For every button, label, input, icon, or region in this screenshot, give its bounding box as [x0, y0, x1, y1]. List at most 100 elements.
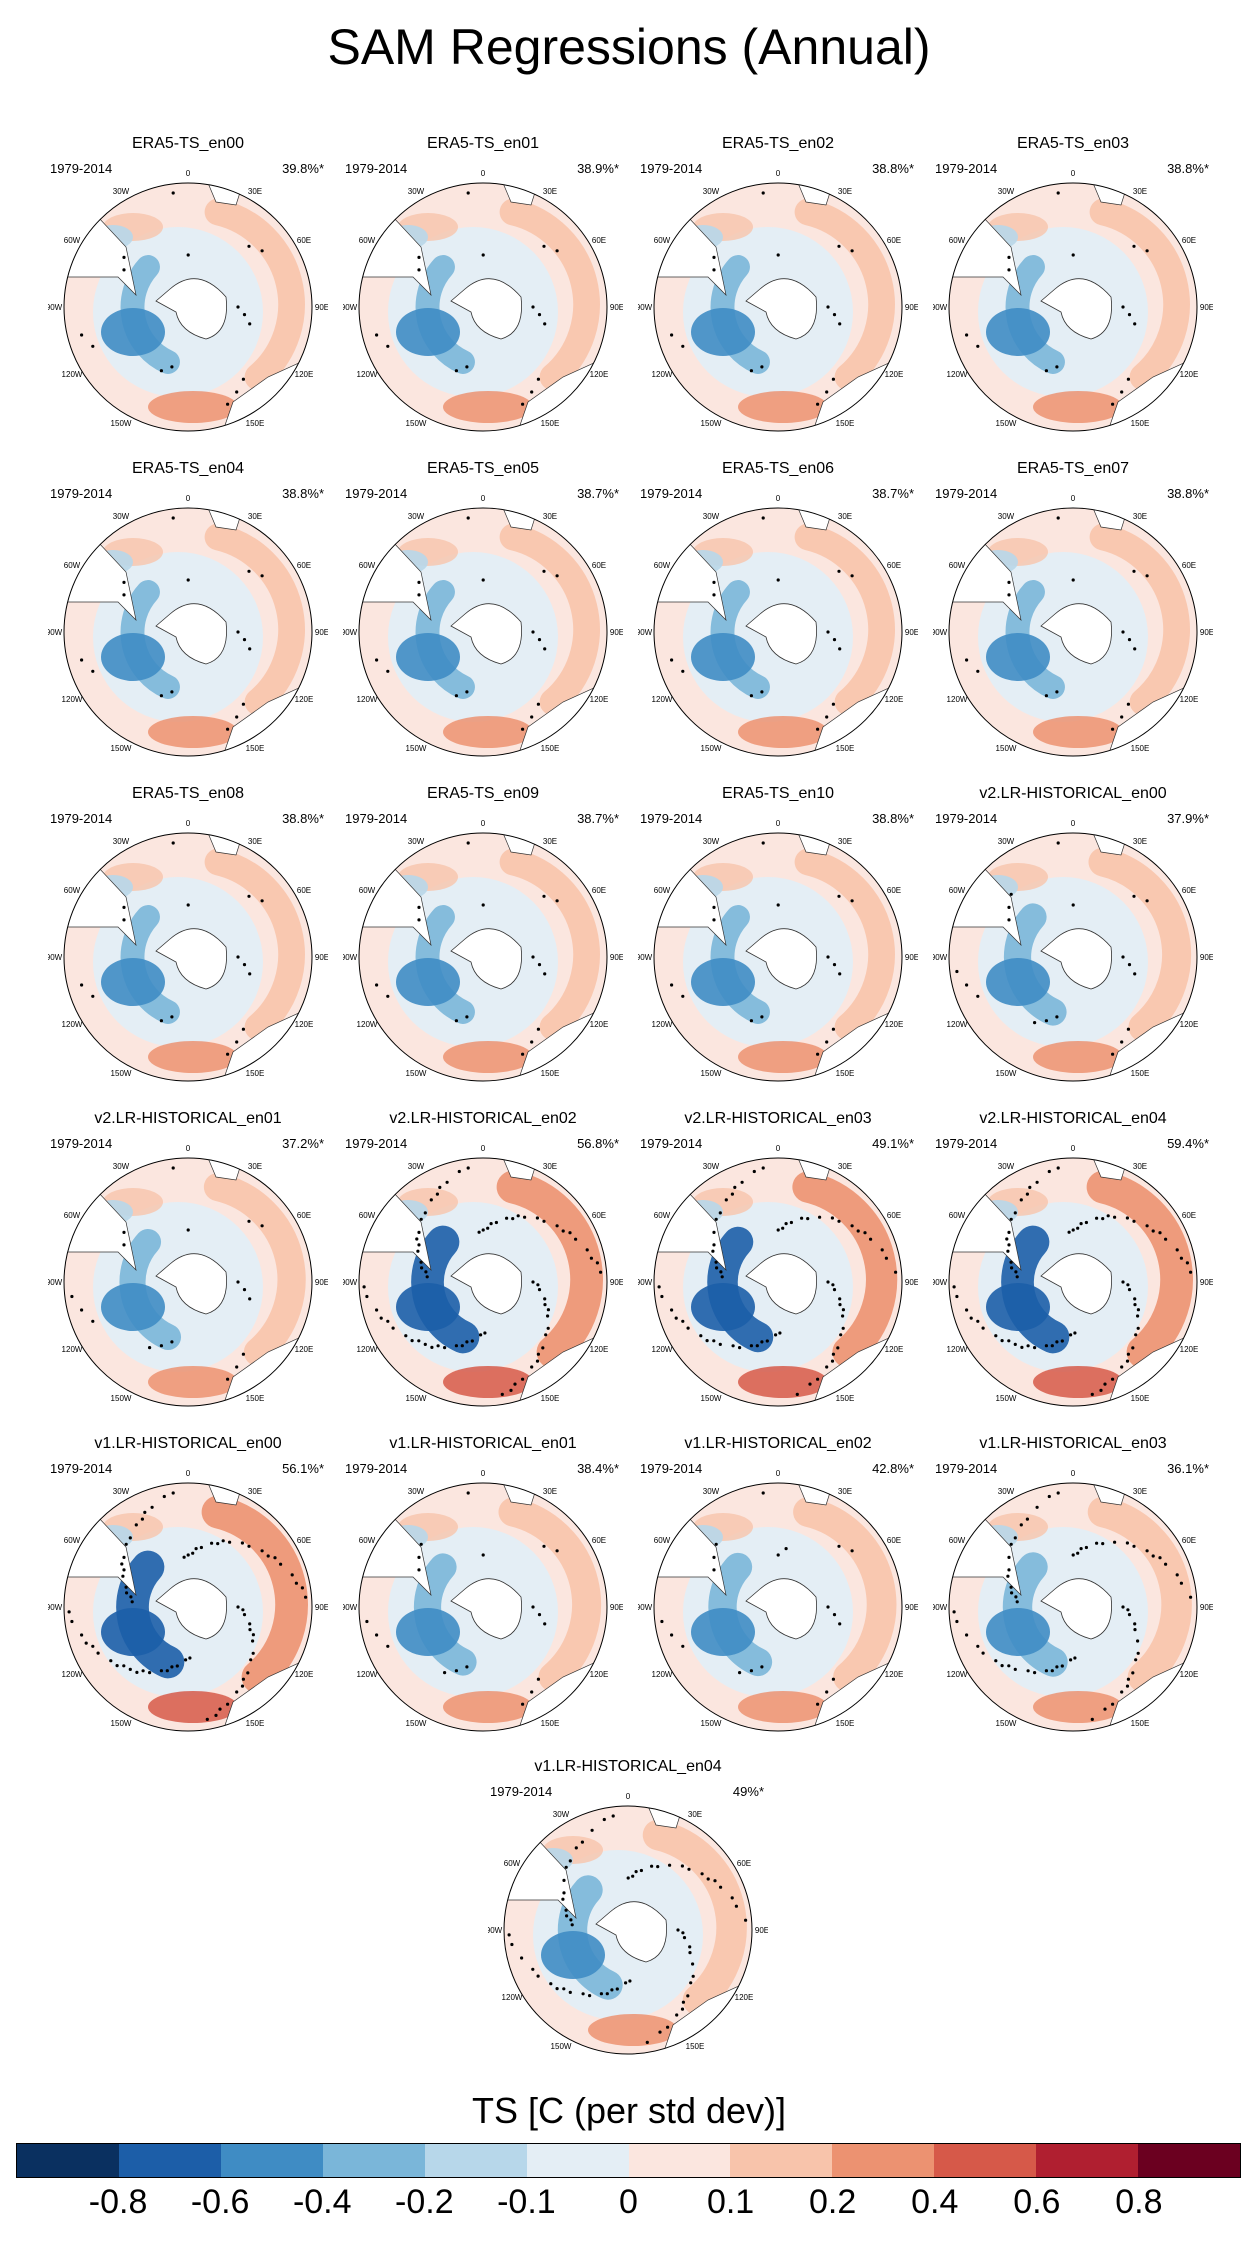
longitude-label: 90W	[343, 1603, 358, 1612]
longitude-label: 90E	[610, 303, 623, 312]
panel-period: 1979-2014	[50, 1136, 113, 1151]
longitude-label: 150W	[701, 1394, 722, 1403]
panel-period: 1979-2014	[50, 486, 113, 501]
panel-period: 1979-2014	[640, 811, 703, 826]
longitude-label: 30W	[998, 187, 1015, 196]
longitude-label: 150W	[701, 744, 722, 753]
colorbar-swatch	[424, 2144, 527, 2177]
longitude-label: 0	[1071, 1469, 1076, 1478]
longitude-label: 90E	[1200, 303, 1213, 312]
longitude-label: 60E	[297, 561, 311, 570]
colorbar-tick-label: -0.2	[395, 2183, 454, 2221]
longitude-label: 60W	[654, 1536, 671, 1545]
colorbar-swatch	[1138, 2144, 1241, 2177]
longitude-label: 90E	[905, 1603, 918, 1612]
longitude-label: 120E	[1180, 695, 1199, 704]
panel-title: v1.LR-HISTORICAL_en04	[534, 1758, 722, 1775]
colorbar-tick-label: 0.6	[1013, 2183, 1061, 2221]
longitude-label: 150E	[836, 419, 855, 428]
panel-title: v1.LR-HISTORICAL_en03	[979, 1435, 1167, 1452]
polar-map: 030E60E90E120E150E180150W120W90W60W30W	[933, 494, 1213, 757]
map-panel: v2.LR-HISTORICAL_en02 1979-2014 56.8%* 0 30E…	[343, 1110, 623, 1410]
longitude-label: 150W	[701, 419, 722, 428]
polar-map: 030E60E90E120E150E180150W120W90W60W30W	[48, 1469, 328, 1732]
panel-title: ERA5-TS_en02	[721, 135, 835, 152]
longitude-label: 30W	[113, 1162, 130, 1171]
map-panel: v2.LR-HISTORICAL_en00 1979-2014 37.9%* 0 30E…	[933, 785, 1213, 1085]
panel-period: 1979-2014	[640, 1136, 703, 1151]
longitude-label: 30W	[113, 837, 130, 846]
polar-map: 030E60E90E120E150E180150W120W90W60W30W	[933, 1144, 1213, 1407]
longitude-label: 30W	[703, 187, 720, 196]
longitude-label: 150E	[541, 744, 560, 753]
longitude-label: 0	[1071, 494, 1076, 503]
longitude-label: 120W	[947, 370, 968, 379]
figure-title: SAM Regressions (Annual)	[327, 19, 931, 75]
longitude-label: 30W	[703, 837, 720, 846]
polar-map: 030E60E90E120E150E180150W120W90W60W30W	[933, 169, 1213, 432]
panel-title: v2.LR-HISTORICAL_en00	[979, 785, 1167, 802]
polar-map: 030E60E90E120E150E180150W120W90W60W30W	[343, 819, 623, 1082]
longitude-label: 120E	[590, 370, 609, 379]
longitude-label: 30E	[1133, 512, 1147, 521]
longitude-label: 120E	[295, 1670, 314, 1679]
longitude-label: 60W	[359, 886, 376, 895]
longitude-label: 30E	[543, 512, 557, 521]
longitude-label: 150E	[541, 1394, 560, 1403]
map-panel: v2.LR-HISTORICAL_en04 1979-2014 59.4%* 0 30E…	[933, 1110, 1213, 1410]
longitude-label: 120W	[947, 1670, 968, 1679]
longitude-label: 90W	[343, 1278, 358, 1287]
longitude-label: 90W	[48, 303, 63, 312]
longitude-label: 150W	[406, 1069, 427, 1078]
longitude-label: 60E	[592, 561, 606, 570]
longitude-label: 150E	[246, 1394, 265, 1403]
longitude-label: 120E	[885, 1670, 904, 1679]
longitude-label: 30E	[688, 1810, 702, 1819]
panel-title: ERA5-TS_en08	[131, 785, 245, 802]
longitude-label: 120W	[947, 1345, 968, 1354]
longitude-label: 30W	[703, 1162, 720, 1171]
longitude-label: 60W	[654, 1211, 671, 1220]
polar-map: 030E60E90E120E150E180150W120W90W60W30W	[48, 169, 328, 432]
panel-title: ERA5-TS_en05	[426, 460, 540, 477]
longitude-label: 0	[481, 1144, 486, 1153]
map-panel: ERA5-TS_en06 1979-2014 38.7%* 0 30E 60E 90E 120…	[638, 460, 918, 760]
longitude-label: 150E	[541, 1069, 560, 1078]
longitude-label: 120W	[62, 1670, 83, 1679]
longitude-label: 60W	[64, 561, 81, 570]
longitude-label: 30E	[1133, 837, 1147, 846]
longitude-label: 60E	[737, 1859, 751, 1868]
longitude-label: 30W	[553, 1810, 570, 1819]
longitude-label: 150W	[111, 419, 132, 428]
longitude-label: 90E	[610, 628, 623, 637]
panel-variance-percent: 49.1%*	[872, 1136, 914, 1151]
longitude-label: 150W	[996, 1394, 1017, 1403]
panel-variance-percent: 38.4%*	[577, 1461, 619, 1476]
longitude-label: 90W	[343, 628, 358, 637]
panel-title: ERA5-TS_en01	[426, 135, 540, 152]
colorbar-tick-label: 0.8	[1115, 2183, 1163, 2221]
longitude-label: 60E	[887, 886, 901, 895]
longitude-label: 150W	[111, 744, 132, 753]
longitude-label: 60E	[297, 886, 311, 895]
map-panel: ERA5-TS_en04 1979-2014 38.8%* 0 30E 60E 90E 120…	[48, 460, 328, 760]
longitude-label: 120E	[1180, 1345, 1199, 1354]
longitude-label: 60E	[1182, 1536, 1196, 1545]
longitude-label: 60W	[949, 1211, 966, 1220]
polar-map: 030E60E90E120E150E180150W120W90W60W30W	[343, 1469, 623, 1732]
longitude-label: 30E	[543, 1162, 557, 1171]
longitude-label: 30E	[543, 1487, 557, 1496]
map-panel: ERA5-TS_en03 1979-2014 38.8%* 0 30E 60E 90E 120…	[933, 135, 1213, 435]
longitude-label: 90E	[905, 303, 918, 312]
longitude-label: 90E	[1200, 953, 1213, 962]
longitude-label: 120W	[357, 695, 378, 704]
map-panel: ERA5-TS_en09 1979-2014 38.7%* 0 30E 60E 90E 120…	[343, 785, 623, 1085]
panel-period: 1979-2014	[50, 1461, 113, 1476]
longitude-label: 60W	[949, 1536, 966, 1545]
polar-map: 030E60E90E120E150E180150W120W90W60W30W	[933, 819, 1213, 1082]
longitude-label: 150E	[541, 1719, 560, 1728]
longitude-label: 150E	[246, 419, 265, 428]
longitude-label: 150E	[836, 1394, 855, 1403]
polar-map: 030E60E90E120E150E180150W120W90W60W30W	[638, 1469, 918, 1732]
longitude-label: 90E	[315, 303, 328, 312]
